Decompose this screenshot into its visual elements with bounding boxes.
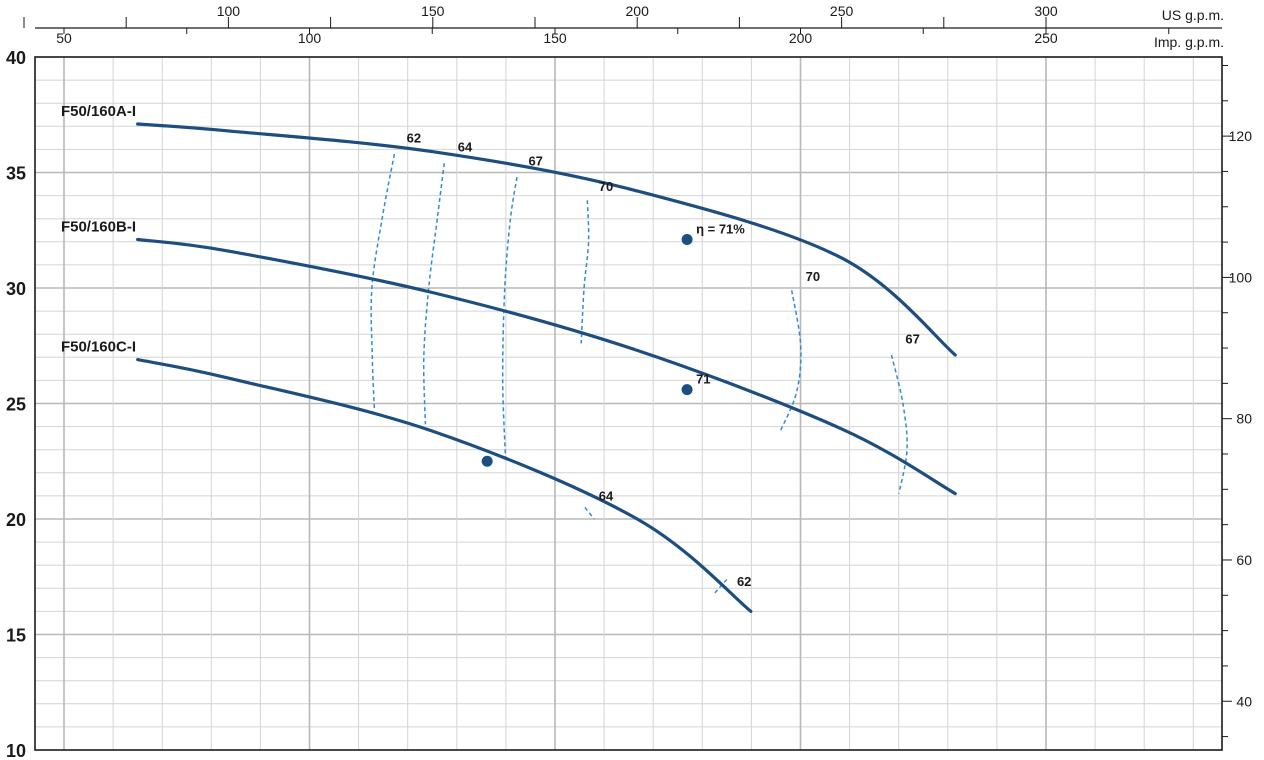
efficiency-line-67 — [501, 177, 518, 459]
series-curve-f50-160a-i — [136, 122, 957, 357]
efficiency-value-label: 64 — [458, 140, 473, 155]
y-right-tick-label: 40 — [1236, 693, 1252, 709]
us-gpm-tick-label: 250 — [830, 3, 854, 19]
y-left-tick-label: 30 — [6, 279, 26, 299]
efficiency-value-label: 70 — [599, 179, 613, 194]
efficiency-line-64 — [422, 163, 445, 425]
efficiency-line-62 — [714, 578, 728, 594]
efficiency-value-label: 67 — [905, 331, 919, 346]
best-efficiency-label: η = 71% — [696, 221, 745, 236]
series-label: F50/160B-I — [61, 218, 136, 235]
y-right-tick-label: 80 — [1236, 411, 1252, 427]
best-efficiency-point — [481, 455, 493, 467]
efficiency-value-label: 64 — [599, 489, 614, 504]
plot-frame — [34, 56, 1223, 751]
efficiency-line-64 — [584, 506, 595, 520]
best-efficiency-point — [681, 384, 693, 396]
imp-gpm-unit-label: Imp. g.p.m. — [1154, 34, 1224, 50]
efficiency-lines — [370, 153, 908, 594]
y-left-tick-label: 25 — [6, 395, 26, 415]
imp-gpm-tick-label: 50 — [56, 30, 72, 46]
efficiency-value-label: 62 — [407, 130, 421, 145]
series-label: F50/160A-I — [61, 103, 136, 120]
efficiency-value-label: 67 — [528, 154, 542, 169]
chart-labels: F50/160A-I F50/160B-I F50/160C-I η = 71% 71 6… — [61, 103, 920, 589]
imp-gpm-tick-label: 150 — [543, 30, 567, 46]
us-gpm-tick-label: 100 — [217, 3, 241, 19]
imp-gpm-tick-label: 250 — [1034, 30, 1058, 46]
y-left-tick-label: 35 — [6, 164, 26, 184]
efficiency-line-70 — [580, 200, 590, 344]
grid — [35, 57, 1222, 750]
best-efficiency-label: 71 — [696, 372, 710, 387]
us-gpm-tick-label: 150 — [421, 3, 445, 19]
series-curve-f50-160c-i — [136, 358, 753, 613]
series-curves — [136, 122, 957, 613]
efficiency-line-67 — [890, 354, 908, 494]
y-left-tick-label: 10 — [6, 741, 26, 760]
us-gpm-tick-label: 200 — [626, 3, 650, 19]
efficiency-line-70 — [779, 290, 802, 432]
y-left-tick-label: 40 — [6, 48, 26, 68]
efficiency-line-62 — [370, 153, 396, 409]
series-label: F50/160C-I — [61, 339, 136, 356]
y-left-tick-label: 15 — [6, 626, 26, 646]
axes: 100 150 200 250 300 US g.p.m. 50 100 150 200 250 Im… — [6, 3, 1252, 760]
imp-gpm-tick-label: 100 — [298, 30, 322, 46]
y-right-tick-label: 100 — [1229, 269, 1253, 285]
us-gpm-unit-label: US g.p.m. — [1162, 7, 1224, 23]
series-curve-f50-160b-i — [136, 237, 957, 496]
efficiency-value-label: 62 — [737, 574, 751, 589]
y-left-tick-label: 20 — [6, 510, 26, 530]
best-efficiency-point — [681, 233, 693, 245]
efficiency-value-label: 70 — [806, 269, 820, 284]
imp-gpm-tick-label: 200 — [789, 30, 813, 46]
y-right-tick-label: 120 — [1229, 128, 1253, 144]
us-gpm-tick-label: 300 — [1034, 3, 1058, 19]
y-right-tick-label: 60 — [1236, 552, 1252, 568]
